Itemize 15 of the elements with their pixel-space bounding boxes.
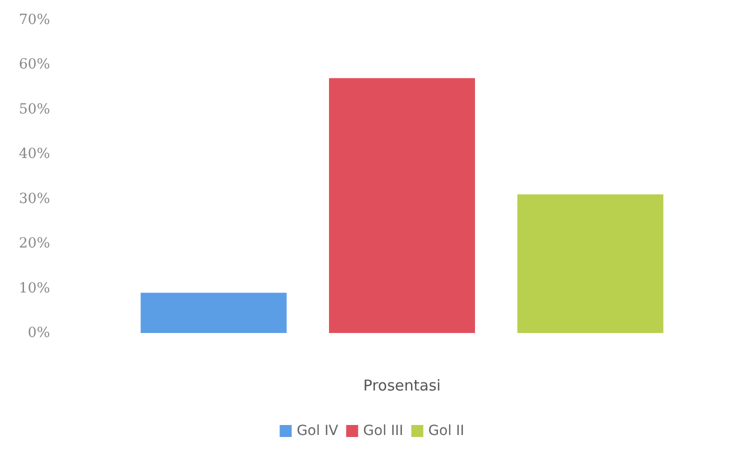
y-tick-label: 0% (28, 325, 50, 341)
x-axis-title: Prosentasi (363, 376, 441, 394)
y-tick-label: 70% (18, 12, 50, 28)
y-tick-label: 20% (18, 236, 50, 252)
bar (329, 78, 475, 333)
legend-label: Gol IV (296, 423, 339, 439)
y-tick-label: 50% (18, 101, 50, 118)
y-tick-label: 10% (18, 280, 50, 296)
y-tick-label: 40% (18, 146, 50, 162)
bar (517, 194, 664, 333)
legend-label: Gol III (363, 423, 404, 439)
bar (140, 292, 287, 333)
y-tick-label: 60% (18, 56, 50, 73)
legend-label: Gol II (428, 423, 464, 439)
y-tick-label: 30% (18, 190, 50, 207)
